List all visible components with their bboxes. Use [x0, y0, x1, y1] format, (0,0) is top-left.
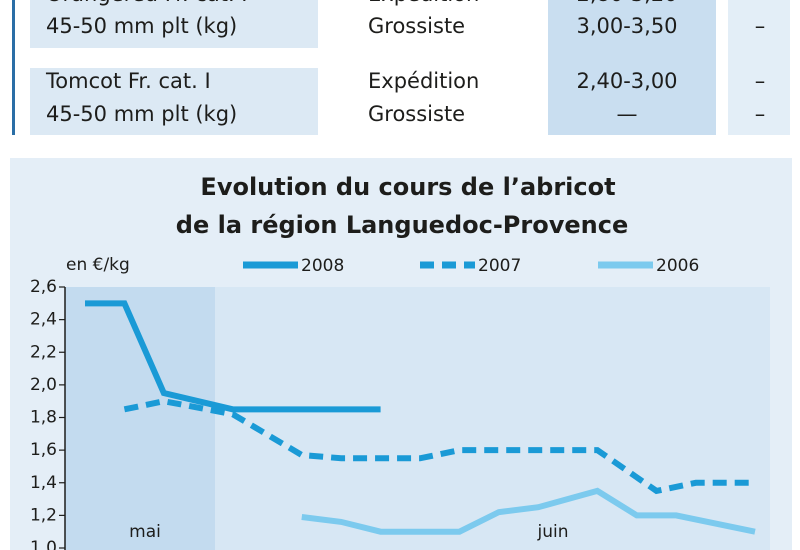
legend-label: 2008 [301, 256, 344, 276]
y-tick-label: 1,8 [30, 408, 57, 428]
table-cell: 45-50 mm plt (kg) [46, 102, 237, 126]
y-tick-label: 1,0 [30, 538, 57, 550]
table-cell: Orangered Fr. cat. I [46, 0, 248, 6]
y-axis-label: en €/kg [66, 255, 130, 275]
chart-title: de la région Languedoc-Provence [176, 211, 628, 239]
cell-bg [30, 68, 318, 135]
month-band [65, 287, 215, 550]
y-tick-label: 2,0 [30, 375, 57, 395]
table-cell: 45-50 mm plt (kg) [46, 14, 237, 38]
series-line [85, 300, 381, 413]
y-tick-label: 1,4 [30, 473, 57, 493]
table-cell: 2,80-3,20 [576, 0, 677, 6]
series-line [123, 398, 755, 495]
table-cell: – [755, 0, 766, 6]
table-cell: Grossiste [368, 14, 465, 38]
table-cell: – [755, 69, 766, 93]
month-label: mai [129, 522, 161, 542]
y-tick-label: 2,2 [30, 342, 57, 362]
table-cell: Grossiste [368, 102, 465, 126]
table-cell: Tomcot Fr. cat. I [45, 69, 211, 93]
table-cell: Expédition [368, 0, 479, 6]
table-cell: — [617, 102, 638, 126]
month-label: juin [537, 522, 569, 542]
table-cell: Expédition [368, 69, 479, 93]
trend-bg [728, 0, 790, 135]
table-cell: – [755, 102, 766, 126]
legend-label: 2007 [478, 256, 521, 276]
series-line [301, 487, 756, 535]
table-cell: 3,00-3,50 [576, 14, 677, 38]
legend-label: 2006 [656, 256, 699, 276]
table-border [12, 0, 15, 135]
cell-bg [30, 0, 318, 48]
price-bg [548, 0, 716, 135]
y-tick-label: 2,6 [30, 277, 57, 297]
table-cell: – [755, 14, 766, 38]
y-tick-label: 2,4 [30, 310, 57, 330]
y-tick-label: 1,2 [30, 505, 57, 525]
y-tick-label: 1,6 [30, 440, 57, 460]
table-cell: 2,40-3,00 [576, 69, 677, 93]
chart-title: Evolution du cours de l’abricot [200, 173, 615, 201]
